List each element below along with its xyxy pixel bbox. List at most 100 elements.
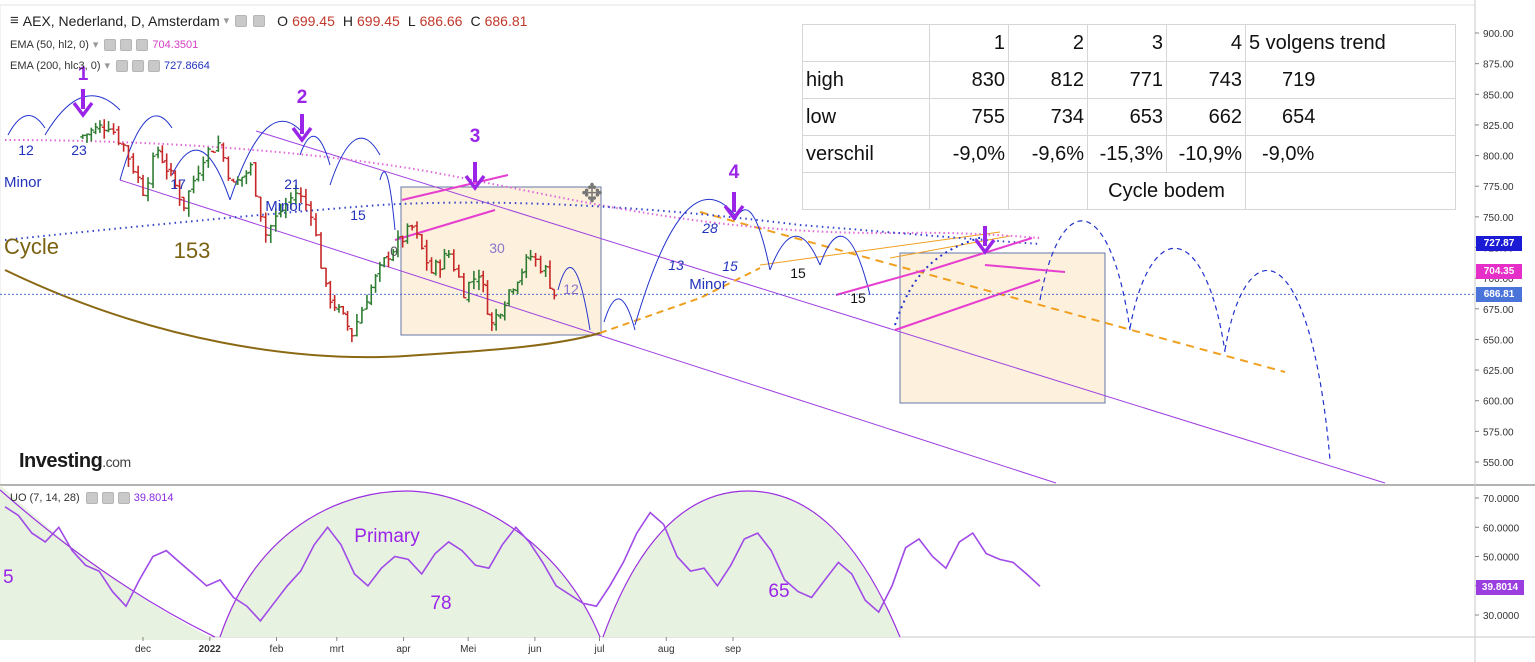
primary-arc bbox=[219, 490, 601, 638]
row-label: verschil bbox=[802, 135, 930, 173]
uo-line bbox=[4, 506, 1041, 623]
projected-minor-arc bbox=[1224, 269, 1331, 461]
row-label: low bbox=[802, 98, 930, 136]
support-line bbox=[699, 211, 1286, 373]
trend-channel-line bbox=[929, 237, 1033, 271]
trend-channel-line bbox=[984, 264, 1066, 273]
close-icon[interactable] bbox=[136, 38, 149, 51]
minor-label: Minor bbox=[265, 198, 303, 215]
cycle-arc bbox=[4, 269, 601, 359]
uo-tick-label: 30.0000 bbox=[1483, 611, 1520, 622]
row-label: high bbox=[802, 61, 930, 99]
close-icon[interactable] bbox=[117, 492, 130, 504]
x-tick-label: jun bbox=[527, 644, 541, 655]
table-cell: -9,0% bbox=[1245, 135, 1456, 173]
price-bars-layer bbox=[4, 119, 1041, 623]
axes-layer: 900.00 875.00 850.00 825.00 800.00 775.00 750.… bbox=[135, 29, 1520, 655]
table-cell bbox=[802, 172, 930, 210]
chevron-down-icon[interactable]: ▾ bbox=[223, 15, 230, 27]
collapse-icon[interactable]: ≡ bbox=[10, 12, 19, 29]
ema50-label: EMA (50, hl2, 0) bbox=[10, 38, 89, 51]
x-tick-label: sep bbox=[725, 644, 742, 655]
y-tick-label: 825.00 bbox=[1483, 121, 1514, 132]
table-cell bbox=[1008, 172, 1088, 210]
logo-name: Investing bbox=[19, 450, 103, 472]
visibility-icon[interactable] bbox=[85, 492, 98, 504]
table-cell: 743 bbox=[1166, 61, 1246, 99]
cycle-table-row-footer: Cycle bodem bbox=[802, 172, 1456, 210]
minor-arc bbox=[769, 235, 821, 271]
minor-length-label: 15 bbox=[722, 258, 738, 274]
y-tick-label: 650.00 bbox=[1483, 335, 1514, 346]
minor-length-label: 21 bbox=[284, 176, 300, 192]
minor-length-label: 17 bbox=[170, 176, 186, 192]
table-cell: 771 bbox=[1087, 61, 1167, 99]
primary-arc-fill bbox=[0, 485, 215, 640]
chevron-down-icon[interactable]: ▾ bbox=[92, 39, 99, 51]
down-arrow-icon bbox=[974, 238, 996, 255]
table-cell: 653 bbox=[1087, 98, 1167, 136]
projected-minor-arc bbox=[1039, 220, 1131, 331]
minor-length-label: 23 bbox=[71, 142, 87, 158]
primary-label: Primary bbox=[354, 526, 420, 547]
uo-value: 39.8014 bbox=[133, 492, 174, 504]
ohlc-high-value: 699.45 bbox=[357, 12, 400, 29]
move-icon: ✥ bbox=[581, 178, 603, 208]
ema50-value: 704.3501 bbox=[152, 38, 199, 51]
visibility-icon[interactable] bbox=[116, 59, 129, 72]
ohlc-open-value: 699.45 bbox=[292, 12, 335, 29]
table-cell: 830 bbox=[929, 61, 1009, 99]
ema200-legend-row: EMA (200, hlc3, 0) ▾ 727.8664 bbox=[10, 59, 210, 72]
visibility-icon[interactable] bbox=[104, 38, 117, 51]
minor-length-label: 12 bbox=[18, 142, 34, 158]
cycle-top-label: 2 bbox=[297, 87, 308, 108]
ohlc-close-value: 686.81 bbox=[484, 12, 528, 29]
uo-tick-label: 50.0000 bbox=[1483, 553, 1520, 564]
cycle-table-row-verschil: verschil -9,0% -9,6% -15,3% -10,9% -9,0% bbox=[802, 135, 1456, 173]
x-tick-label: jul bbox=[593, 644, 604, 655]
x-tick-label: feb bbox=[270, 644, 284, 655]
down-arrow-icon bbox=[72, 101, 94, 118]
trend-channel-line bbox=[894, 279, 1041, 331]
minor-arc bbox=[299, 135, 331, 166]
minor-arc bbox=[634, 198, 736, 326]
annotation-layer bbox=[0, 95, 1475, 640]
settings-icon[interactable] bbox=[101, 492, 114, 504]
visibility-icon[interactable] bbox=[235, 14, 248, 27]
trend-line bbox=[889, 235, 1011, 259]
primary-length-label: 78 bbox=[430, 593, 451, 614]
uo-price-tag: 39.8014 bbox=[1476, 580, 1524, 595]
down-arrow-icon bbox=[723, 204, 745, 221]
minor-label: Minor bbox=[4, 174, 42, 191]
y-tick-label: 575.00 bbox=[1483, 427, 1514, 438]
investing-logo: Investing.com bbox=[19, 450, 131, 473]
down-arrow-icon bbox=[291, 126, 313, 143]
y-tick-label: 800.00 bbox=[1483, 152, 1514, 163]
primary-length-label: 5 bbox=[3, 567, 14, 588]
minor-arc bbox=[171, 149, 231, 201]
y-tick-label: 775.00 bbox=[1483, 182, 1514, 193]
minor-length-label: 12 bbox=[563, 281, 579, 297]
ohlc-low-value: 686.66 bbox=[419, 12, 463, 29]
last-price-tag: 686.81 bbox=[1476, 287, 1522, 302]
minor-length-label: 15 bbox=[790, 265, 806, 281]
y-tick-label: 900.00 bbox=[1483, 29, 1514, 40]
settings-icon[interactable] bbox=[120, 38, 133, 51]
chevron-down-icon[interactable]: ▾ bbox=[104, 60, 111, 72]
cycle-table-header: 5 volgens trend bbox=[1245, 24, 1456, 62]
minor-label: Minor bbox=[689, 276, 727, 293]
minor-arc bbox=[329, 137, 381, 186]
ohlc-low-key: L bbox=[407, 12, 416, 29]
settings-icon[interactable] bbox=[132, 59, 145, 72]
uo-label: UO (7, 14, 28) bbox=[10, 492, 80, 504]
settings-icon[interactable] bbox=[253, 14, 266, 27]
x-tick-label: aug bbox=[658, 644, 675, 655]
cycle-box bbox=[899, 252, 1106, 404]
symbol-title: AEX, Nederland, D, Amsterdam bbox=[22, 12, 220, 29]
close-icon[interactable] bbox=[148, 59, 161, 72]
cycle-table-header: 1 bbox=[929, 24, 1009, 62]
cycle-top-label: 1 bbox=[78, 64, 89, 85]
y-tick-label: 550.00 bbox=[1483, 458, 1514, 469]
